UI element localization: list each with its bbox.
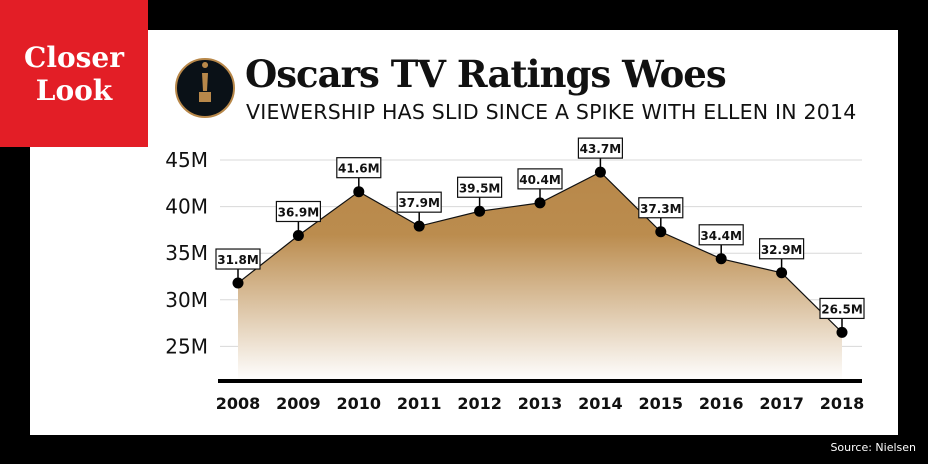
x-tick-label: 2015 [639, 394, 684, 413]
x-tick-label: 2009 [276, 394, 321, 413]
data-label: 40.4M [519, 173, 561, 187]
chart-title: Oscars TV Ratings Woes [245, 52, 727, 96]
data-point [292, 229, 304, 241]
y-tick-label: 45M [165, 148, 208, 172]
data-label: 39.5M [459, 181, 501, 195]
data-label-box [698, 224, 744, 246]
data-point [776, 267, 788, 279]
data-label-box [638, 197, 684, 219]
data-label-box [577, 137, 624, 159]
data-label-box [517, 168, 563, 190]
y-tick-label: 25M [165, 334, 208, 358]
x-tick-label: 2010 [337, 394, 382, 413]
data-label-box [336, 157, 382, 179]
y-tick-label: 40M [165, 195, 208, 219]
oscar-statuette-icon [175, 58, 235, 118]
data-label-box [396, 191, 442, 213]
x-tick-label: 2017 [759, 394, 804, 413]
data-label-box [275, 200, 321, 223]
area-fill [238, 172, 842, 381]
data-label-box [819, 297, 865, 320]
x-tick-label: 2014 [578, 394, 623, 413]
data-point [534, 197, 546, 209]
x-tick-label: 2016 [699, 394, 744, 413]
data-point [232, 277, 244, 289]
x-tick-label: 2008 [216, 394, 261, 413]
data-label: 37.3M [640, 202, 682, 216]
data-label: 34.4M [700, 229, 742, 243]
data-label: 36.9M [278, 205, 320, 219]
badge-line2: Look [35, 73, 113, 107]
x-tick-label: 2018 [820, 394, 865, 413]
x-tick-label: 2012 [457, 394, 502, 413]
data-point [353, 186, 365, 198]
chart-subtitle: VIEWERSHIP HAS SLID SINCE A SPIKE WITH E… [246, 100, 857, 124]
badge-line1: Closer [24, 40, 124, 74]
data-point [836, 326, 848, 338]
data-label: 32.9M [761, 243, 803, 257]
data-point [594, 166, 606, 178]
data-label: 41.6M [338, 162, 380, 176]
data-label-box [457, 176, 503, 198]
closer-look-badge: Closer Look [0, 0, 148, 147]
data-label: 43.7M [580, 142, 622, 156]
x-tick-label: 2011 [397, 394, 442, 413]
data-label-box [758, 238, 805, 260]
data-point [655, 226, 667, 238]
data-point [474, 205, 486, 217]
source-note: Source: Nielsen [830, 441, 916, 454]
y-tick-label: 30M [165, 288, 208, 312]
data-point [715, 253, 727, 265]
data-label: 26.5M [821, 302, 863, 316]
data-point [413, 220, 425, 232]
y-tick-label: 35M [165, 241, 208, 265]
data-label: 31.8M [217, 253, 259, 267]
x-tick-label: 2013 [518, 394, 563, 413]
data-label-box [215, 248, 261, 270]
data-label: 37.9M [398, 196, 440, 210]
